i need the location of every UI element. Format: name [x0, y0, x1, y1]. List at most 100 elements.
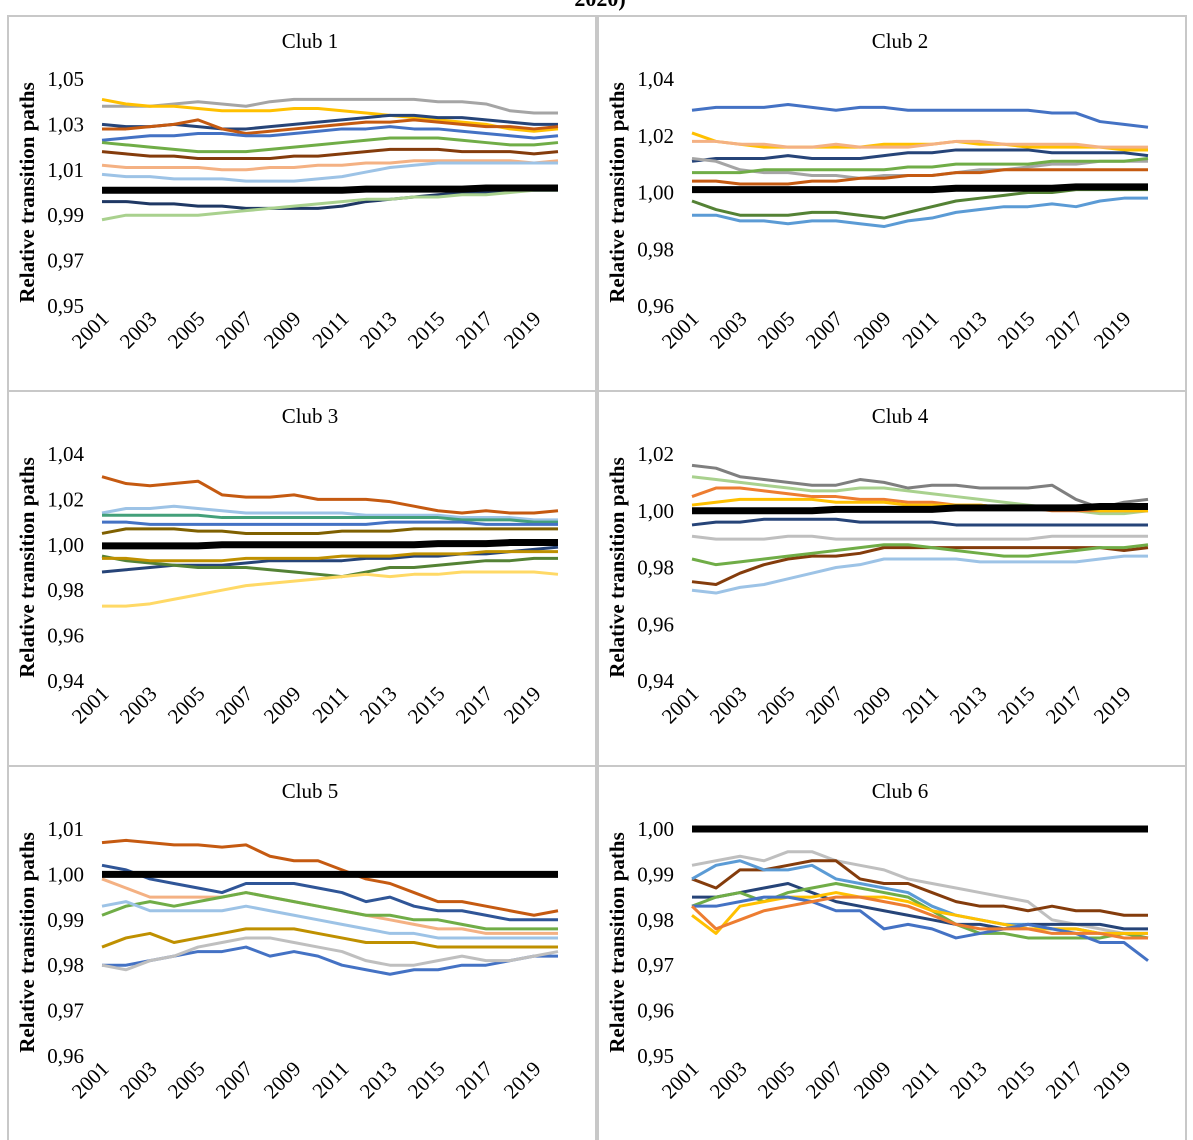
y-tick-label: 0,98	[47, 953, 84, 977]
series-line	[691, 463, 1149, 510]
panel-frame	[597, 765, 1187, 1140]
x-tick-label: 2015	[403, 307, 450, 354]
x-tick-label: 2005	[163, 307, 210, 354]
series-line	[691, 554, 1148, 595]
y-tick-label: 0,98	[637, 908, 674, 932]
series-line	[101, 97, 559, 133]
x-tick-label: 2011	[307, 1057, 353, 1103]
y-tick-label: 0,94	[47, 669, 84, 693]
series-line	[692, 196, 1148, 229]
y-tick-label: 1,02	[637, 124, 674, 148]
x-tick-label: 2011	[307, 307, 353, 353]
x-tick-label: 2007	[801, 1057, 848, 1104]
x-tick-label: 2007	[211, 1057, 258, 1104]
x-tick-label: 2019	[1089, 307, 1136, 354]
chart-title: Club 2	[872, 29, 929, 53]
y-tick-label: 0,99	[47, 203, 84, 227]
chart-panel: Club 3 Relative transition paths 0,94 0,96 0…	[7, 390, 597, 767]
y-axis-label: Relative transition paths	[15, 82, 39, 303]
x-tick-label: 2019	[499, 1057, 546, 1104]
y-tick-label: 1,04	[47, 442, 84, 466]
x-tick-label: 2005	[753, 1057, 800, 1104]
series-line	[692, 156, 1149, 175]
y-tick-label: 1,01	[47, 158, 84, 182]
series-line	[692, 502, 1148, 515]
y-tick-label: 0,96	[47, 1044, 84, 1068]
x-tick-label: 2013	[945, 1057, 992, 1104]
series-line	[691, 131, 1148, 152]
series-line	[101, 527, 558, 535]
series-line	[101, 188, 558, 222]
series-line	[691, 148, 1149, 163]
y-tick-label: 1,02	[47, 487, 84, 511]
series-line	[101, 161, 558, 183]
x-tick-label: 2009	[259, 307, 306, 354]
x-tick-label: 2007	[211, 682, 258, 729]
series-line	[101, 159, 559, 172]
y-tick-label: 1,00	[47, 862, 84, 886]
series-line	[102, 97, 558, 115]
series-line	[101, 136, 559, 154]
x-tick-label: 2005	[753, 682, 800, 729]
x-tick-label: 2017	[1041, 1057, 1088, 1104]
x-tick-label: 2007	[801, 682, 848, 729]
y-tick-label: 1,00	[637, 499, 674, 523]
chart-title: Club 4	[872, 404, 929, 428]
series-line	[102, 118, 559, 135]
x-tick-label: 2011	[897, 1057, 943, 1103]
series-line	[692, 168, 1148, 186]
series-line	[101, 863, 558, 922]
x-tick-label: 2005	[163, 682, 210, 729]
y-tick-label: 0,96	[637, 999, 674, 1023]
series-line	[102, 188, 558, 210]
x-tick-label: 2017	[1041, 307, 1088, 354]
x-tick-label: 2017	[451, 682, 498, 729]
x-tick-label: 2005	[753, 307, 800, 354]
chart-panel: Club 6 Relative transition paths 0,95 0,96 0…	[597, 765, 1187, 1140]
y-tick-label: 0,96	[637, 612, 674, 636]
y-tick-label: 1,03	[47, 112, 84, 136]
x-tick-label: 2007	[801, 307, 848, 354]
x-tick-label: 2013	[945, 307, 992, 354]
y-tick-label: 0,97	[637, 953, 674, 977]
x-tick-label: 2011	[307, 682, 353, 728]
series-line	[691, 543, 1149, 567]
y-tick-label: 0,98	[637, 237, 674, 261]
series-line	[691, 188, 1148, 220]
x-tick-label: 2017	[451, 1057, 498, 1104]
chart-title: Club 3	[282, 404, 339, 428]
x-tick-label: 2003	[115, 682, 162, 729]
series-line	[690, 895, 1148, 940]
series-line	[101, 900, 558, 940]
series-line	[102, 184, 558, 194]
series-line	[102, 513, 558, 524]
series-line	[101, 475, 559, 515]
x-tick-label: 2009	[849, 307, 896, 354]
y-axis-label: Relative transition paths	[15, 832, 39, 1053]
y-tick-label: 1,00	[637, 181, 674, 205]
y-tick-label: 0,99	[47, 908, 84, 932]
y-tick-label: 0,97	[47, 249, 84, 273]
chart-title: Club 5	[282, 779, 339, 803]
y-axis-label: Relative transition paths	[605, 457, 629, 678]
x-tick-label: 2003	[115, 307, 162, 354]
x-tick-label: 2003	[705, 1057, 752, 1104]
x-tick-label: 2015	[993, 307, 1040, 354]
series-line	[102, 539, 558, 550]
page-title: 2020)	[574, 0, 625, 11]
y-tick-label: 0,95	[637, 1044, 674, 1068]
y-tick-label: 0,96	[637, 294, 674, 318]
x-tick-label: 2003	[115, 1057, 162, 1104]
y-tick-label: 0,97	[47, 999, 84, 1023]
y-axis-label: Relative transition paths	[605, 82, 629, 303]
series-line	[101, 125, 559, 142]
x-tick-label: 2019	[1089, 1057, 1136, 1104]
x-tick-label: 2019	[1089, 682, 1136, 729]
x-tick-label: 2017	[451, 307, 498, 354]
series-line	[102, 570, 559, 608]
series-line	[101, 891, 558, 931]
x-tick-label: 2011	[897, 307, 943, 353]
x-tick-label: 2013	[355, 682, 402, 729]
x-tick-label: 2009	[259, 682, 306, 729]
